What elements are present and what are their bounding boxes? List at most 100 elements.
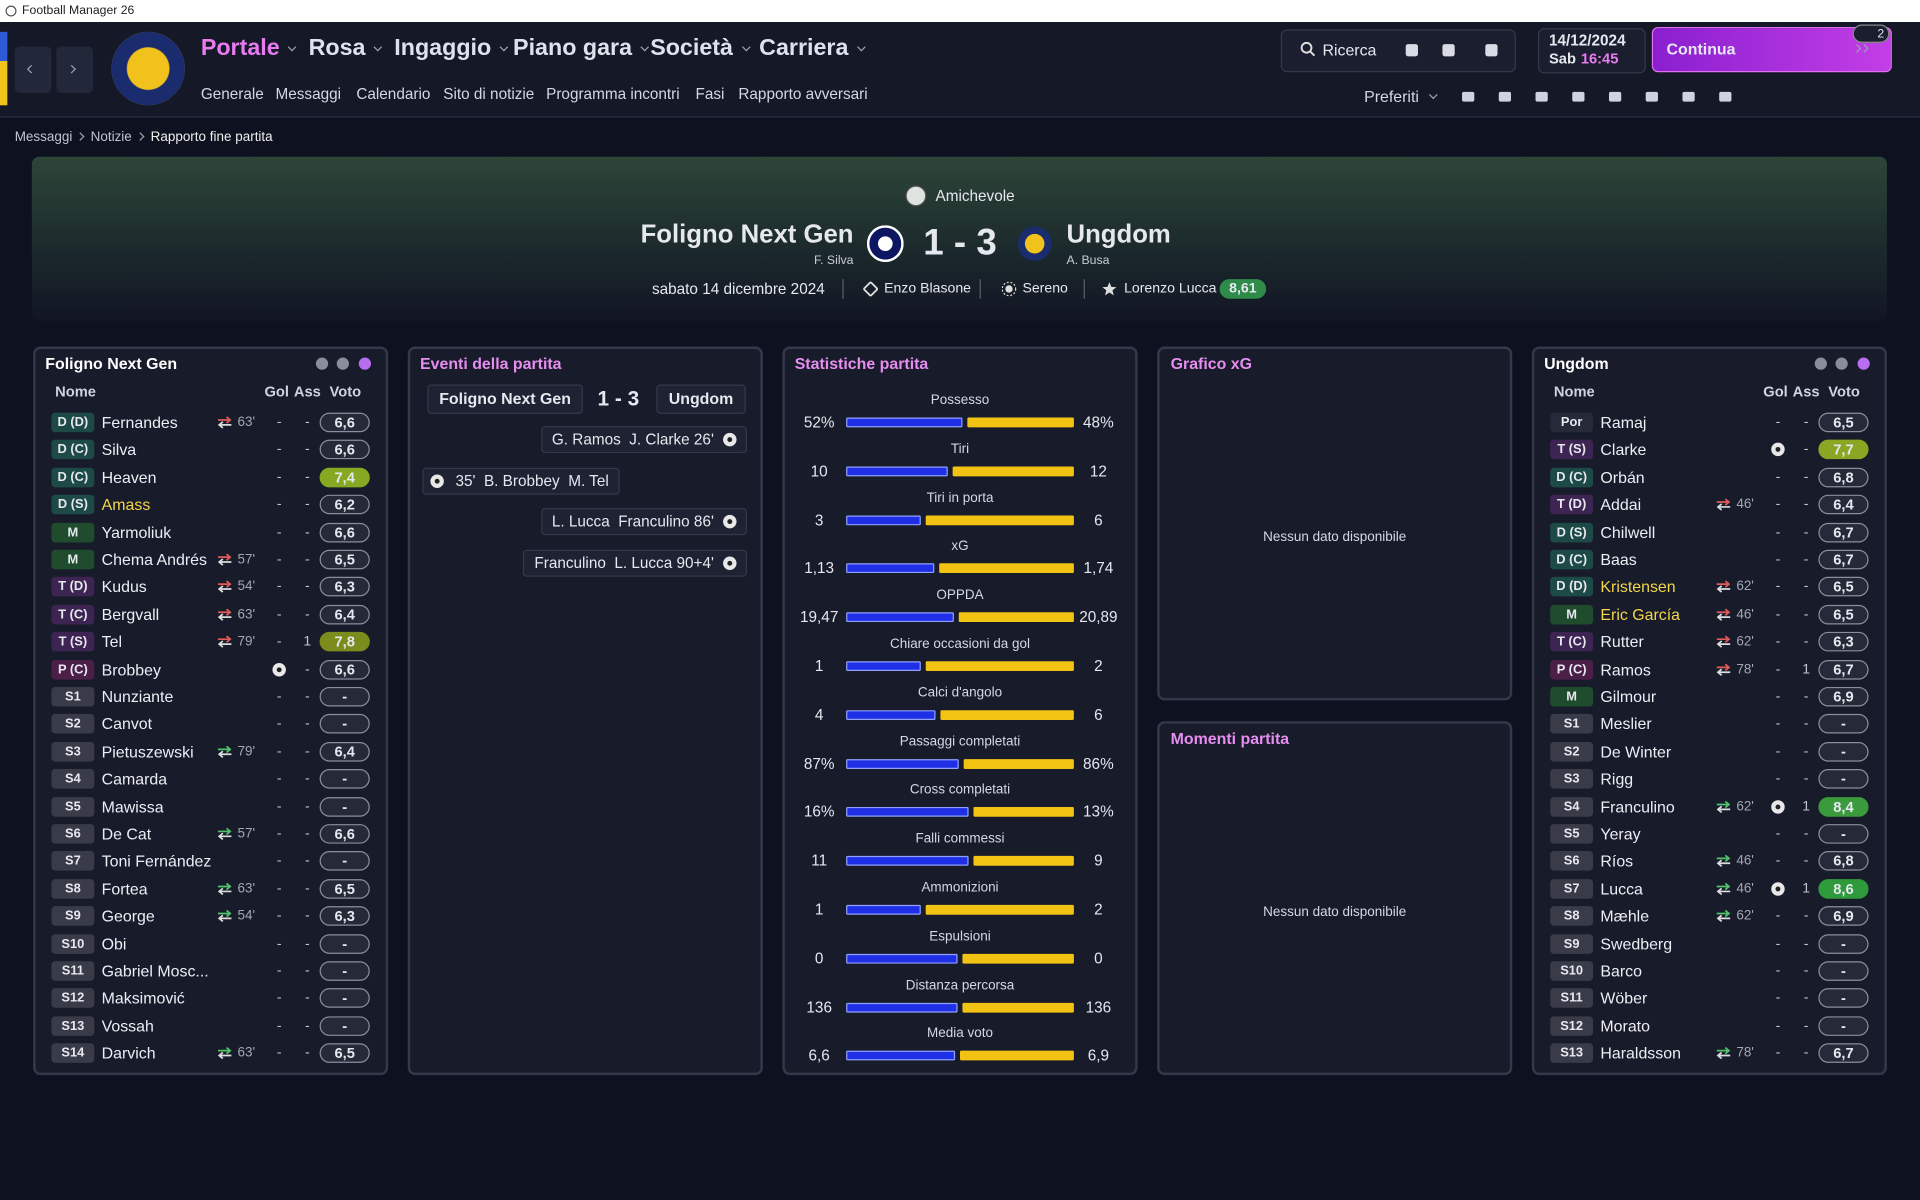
player-name[interactable]: Mæhle [1600,906,1650,926]
player-name[interactable]: Toni Fernández [101,852,212,871]
player-name[interactable]: De Cat [101,824,152,844]
view-dot[interactable] [358,357,372,370]
player-name[interactable]: Camarda [101,769,168,789]
favorites[interactable]: Preferiti [1364,87,1419,106]
player-name[interactable]: Gilmour [1600,687,1657,706]
view-dot[interactable] [1814,357,1827,370]
position-tag: S11 [51,961,95,981]
submenu-item[interactable]: Fasi [695,85,725,103]
menu-item[interactable]: Società [650,35,733,62]
player-name[interactable]: Fernandes [101,413,178,432]
player-name[interactable]: Gabriel Mosc... [101,961,209,981]
player-name[interactable]: Bergvall [101,605,160,624]
player-name[interactable]: Tel [101,632,122,652]
player-name[interactable]: Franculino [1600,797,1675,816]
goals: - [1775,579,1781,595]
player-name[interactable]: Brobbey [101,660,161,679]
player-name[interactable]: Eric García [1600,605,1681,624]
player-name[interactable]: Morato [1600,1016,1650,1036]
player-name[interactable]: Maksimović [101,989,185,1008]
player-name[interactable]: Yarmoliuk [101,522,172,542]
player-name[interactable]: Mawissa [101,797,164,816]
player-name[interactable]: Canvot [101,714,153,734]
player-name[interactable]: Clarke [1600,440,1647,460]
menu-item[interactable]: Carriera [759,35,849,62]
continue-label[interactable]: Continua [1666,39,1736,59]
submenu-item[interactable]: Generale [200,85,264,103]
time: 16:45 [1580,50,1619,68]
position-tag: S13 [51,1016,95,1036]
player-name[interactable]: George [101,906,155,926]
breadcrumb-item[interactable]: Messaggi [14,129,73,145]
search-box[interactable] [1280,29,1516,73]
player-name[interactable]: Haraldsson [1600,1044,1681,1063]
player-name[interactable]: Yeray [1600,824,1641,844]
player-name[interactable]: Lucca [1600,879,1643,898]
player-name[interactable]: Rigg [1600,769,1634,789]
view-dot[interactable] [336,357,349,370]
stat-away: 12 [1089,462,1107,480]
submenu-item[interactable]: Messaggi [275,85,342,103]
menu-item[interactable]: Piano gara [513,35,633,62]
search-label[interactable]: Ricerca [1322,41,1377,60]
player-name[interactable]: Ramaj [1600,413,1647,432]
submenu-item[interactable]: Calendario [356,85,431,103]
view-dot[interactable] [1835,357,1848,370]
nav-stripe [0,31,8,106]
player-name[interactable]: Baas [1600,550,1637,569]
panel-title: Grafico xG [1170,354,1253,373]
player-name[interactable]: Orbán [1600,468,1645,487]
goals: - [276,689,282,705]
position-tag: D (C) [1550,549,1594,570]
assists: - [304,771,310,787]
player-name[interactable]: Meslier [1600,714,1652,734]
player-name[interactable]: De Winter [1600,742,1672,761]
back-button[interactable] [14,46,52,94]
continue-button[interactable] [1651,26,1892,73]
menu-item[interactable]: Rosa [308,35,366,62]
player-name[interactable]: Rutter [1600,632,1644,652]
date-box[interactable] [1537,28,1646,74]
forward-button[interactable] [56,46,94,94]
assists: - [304,415,310,430]
player-name[interactable]: Kudus [101,577,147,597]
menu-item[interactable]: Portale [200,35,280,62]
player-name[interactable]: Wöber [1600,989,1648,1008]
player-name[interactable]: Ríos [1600,852,1634,871]
menu-item[interactable]: Ingaggio [394,35,492,62]
view-dot[interactable] [315,357,329,370]
stat-away: 2 [1094,901,1103,919]
stat-home: 4 [814,706,824,724]
player-name[interactable]: Obi [101,934,127,953]
goal-icon [1771,799,1785,814]
sub-icon [217,827,232,840]
submenu-item[interactable]: Sito di notizie [443,85,535,103]
player-name[interactable]: Silva [101,440,137,460]
player-name[interactable]: Chilwell [1600,522,1656,542]
player-name[interactable]: Pietuszewski [101,742,194,761]
player-name[interactable]: Amass [101,495,151,514]
submenu-item[interactable]: Rapporto avversari [738,85,868,103]
player-name[interactable]: Chema Andrés [101,550,207,569]
breadcrumb-item[interactable]: Notizie [90,129,132,145]
player-name[interactable]: Ramos [1600,660,1651,679]
player-name[interactable]: Fortea [101,879,148,898]
player-name[interactable]: Vossah [101,1016,154,1036]
player-name[interactable]: Kristensen [1600,577,1676,597]
pom-rating: 8,61 [1229,281,1257,297]
stat-away: 9 [1094,852,1103,870]
player-name[interactable]: Swedberg [1600,934,1673,953]
column-header: Ass [293,383,321,401]
player-name[interactable]: Barco [1600,961,1643,981]
player-name[interactable]: Heaven [101,468,157,487]
view-dot[interactable] [1857,357,1870,370]
submenu-item[interactable]: Programma incontri [546,85,680,103]
position-tag: S10 [1550,961,1594,981]
player-name[interactable]: Addai [1600,495,1642,514]
stat-name: Media voto [927,1026,993,1042]
player-name[interactable]: Darvich [101,1044,156,1063]
sub-minute: 63' [237,415,256,430]
stat-name: Tiri [950,441,970,457]
club-logo[interactable] [111,31,185,106]
player-name[interactable]: Nunziante [101,687,174,706]
